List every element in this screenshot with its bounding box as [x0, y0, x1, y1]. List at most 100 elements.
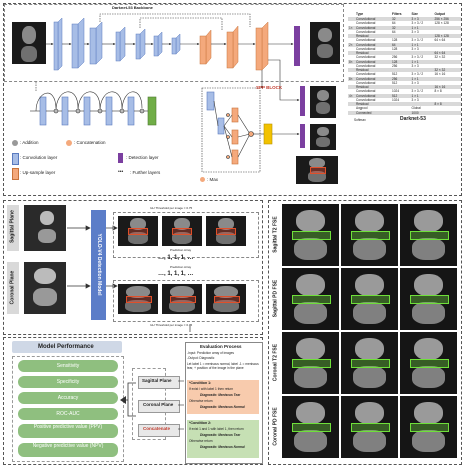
input-mri-thumbnail — [12, 22, 46, 64]
table-row: Residual 64 × 64 — [348, 51, 461, 56]
table-cell-type: Convolutional — [355, 17, 391, 22]
meniscus-detection-box — [351, 295, 390, 304]
cor-pred-1 — [118, 284, 158, 314]
table-cell-type: Connected — [355, 110, 391, 115]
mri-row-label: Coronal T2 FSE — [272, 343, 279, 382]
condition-1-diag2: Diagnostic: Meniscus Normal — [200, 405, 245, 409]
table-cell-filters — [391, 34, 411, 39]
sag-pred-1 — [118, 216, 158, 246]
table-cell-output: 128 × 128 — [433, 34, 461, 39]
detection-output-1 — [310, 22, 340, 64]
coronal-label-box — [7, 262, 19, 314]
table-multiplier — [348, 34, 355, 39]
table-row: 1× Convolutional 32 1 × 1 — [348, 25, 461, 30]
backbone-diagram — [30, 13, 305, 173]
final-detection-image — [296, 156, 338, 184]
mri-image — [282, 332, 339, 394]
table-row: Convolutional 64 3 × 3 / 2 128 × 128 — [348, 21, 461, 25]
sequence-1: …, 1, 1, 1, … — [158, 255, 194, 261]
table-cell-output: 64 × 64 — [433, 51, 461, 56]
table-cell-type: Residual — [355, 102, 391, 107]
table-row: Convolutional 1024 3 × 3 — [348, 98, 461, 102]
table-cell-type: Convolutional — [355, 25, 391, 30]
metric-specificity: Specificity — [18, 376, 118, 388]
table-row: Residual 8 × 8 — [348, 102, 461, 107]
table-header-filters: Filters — [392, 12, 402, 17]
table-cell-size: 3 × 3 — [411, 63, 419, 68]
conv-block-7 — [171, 33, 181, 55]
mri-image — [341, 204, 398, 266]
table-multiplier: 1× — [348, 25, 355, 30]
mri-image — [282, 268, 339, 330]
evaluation-output: -Output: Diagnostic — [187, 356, 215, 360]
meniscus-detection-box — [410, 295, 449, 304]
legend-concat-icon — [66, 140, 72, 146]
table-cell-type: Convolutional — [355, 76, 391, 81]
table-row: 8× Convolutional 128 1 × 1 — [348, 59, 461, 64]
table-multiplier — [348, 102, 355, 107]
evaluation-let: Let label 1 = meniscus normal, label -1 … — [187, 362, 259, 370]
performance-frame — [12, 356, 124, 462]
legend-concatenation: : Concatenation — [74, 140, 106, 145]
coronal-prediction-frame — [113, 280, 259, 322]
condition-2-diag2: Diagnostic: Meniscus Normal — [200, 445, 245, 449]
table-cell-filters: 512 — [392, 72, 398, 77]
evaluation-input: -Input: Prediction array of images — [187, 351, 234, 355]
table-cell-size: 3 × 3 / 2 — [411, 89, 424, 94]
table-cell-output: 8 × 8 — [434, 89, 442, 94]
table-cell-type: Convolutional — [356, 46, 376, 51]
architecture-panel — [3, 3, 462, 196]
sagittal-plane-text: Sagittal Plane — [142, 378, 172, 383]
condition-2-box — [187, 420, 259, 458]
table-cell-type: Convolutional — [355, 42, 391, 47]
conv-block-4 — [115, 26, 126, 62]
table-row: Residual 32 × 32 — [348, 68, 461, 73]
sagittal-prediction-frame — [113, 212, 259, 258]
table-cell-output: 256 × 256 — [433, 17, 461, 22]
table-row: Convolutional 512 3 × 3 / 2 16 × 16 — [348, 72, 461, 76]
detection-output-2 — [310, 86, 336, 118]
table-row: 4× Convolutional 512 1 × 1 — [348, 93, 461, 98]
table-cell-output — [433, 59, 461, 64]
mri-row-label: Sagittal T2 FSE — [272, 216, 279, 253]
mri-row-label: Sagittal PD FSE — [272, 279, 279, 318]
table-row: Convolutional 128 3 × 3 — [348, 47, 461, 51]
table-cell-output — [433, 42, 461, 47]
sequence-2: …, 1, 1, 1, … — [158, 271, 194, 277]
table-cell-filters: 512 — [392, 80, 398, 85]
table-cell-filters: 128 — [392, 46, 398, 51]
conv-block-3 — [89, 21, 103, 65]
table-cell-output — [433, 93, 461, 98]
cor-pred-2 — [162, 284, 202, 314]
table-cell-output: 16 × 16 — [433, 85, 461, 90]
legend-upsample-icon — [12, 168, 19, 180]
table-row: Residual 16 × 16 — [348, 85, 461, 90]
table-cell-size: 1 × 1 — [410, 76, 434, 81]
condition-2-text: If exist 1 and 1 with label 1, then retu… — [189, 427, 244, 431]
meniscus-detection-box — [410, 359, 449, 368]
table-multiplier — [348, 85, 355, 90]
meniscus-detection-box — [292, 359, 331, 368]
table-cell-size: 3 × 3 / 2 — [411, 38, 424, 43]
table-cell-type: Residual — [355, 51, 391, 56]
condition-1-diag: Diagnostic: Meniscus Tear — [200, 393, 241, 397]
table-row: Convolutional 256 3 × 3 / 2 32 × 32 — [348, 55, 461, 59]
table-cell-filters: 256 — [392, 63, 398, 68]
table-multiplier: 8× — [348, 59, 355, 64]
condition-1-box — [187, 380, 259, 414]
mri-image — [341, 332, 398, 394]
metric-roc-auc: ROC-AUC — [18, 408, 118, 420]
upsample-block-1 — [199, 29, 212, 65]
table-cell-size — [410, 34, 434, 39]
table-row: Convolutional 128 3 × 3 / 2 64 × 64 — [348, 38, 461, 42]
table-header-output: Output — [434, 12, 445, 17]
yolo-model-box — [91, 210, 106, 320]
table-cell-filters: 64 — [392, 29, 396, 34]
table-cell-output: 16 × 16 — [434, 72, 446, 77]
prediction-array-label-2: Prediction Array — [170, 265, 192, 269]
threshold-top: IoU Threshold per image = 0.75 — [150, 206, 193, 210]
table-cell-filters: 64 — [392, 21, 396, 26]
table-cell-type: Convolutional — [356, 97, 376, 102]
condition-1-title: *Condition 1: — [189, 381, 212, 385]
table-cell-output — [433, 76, 461, 81]
